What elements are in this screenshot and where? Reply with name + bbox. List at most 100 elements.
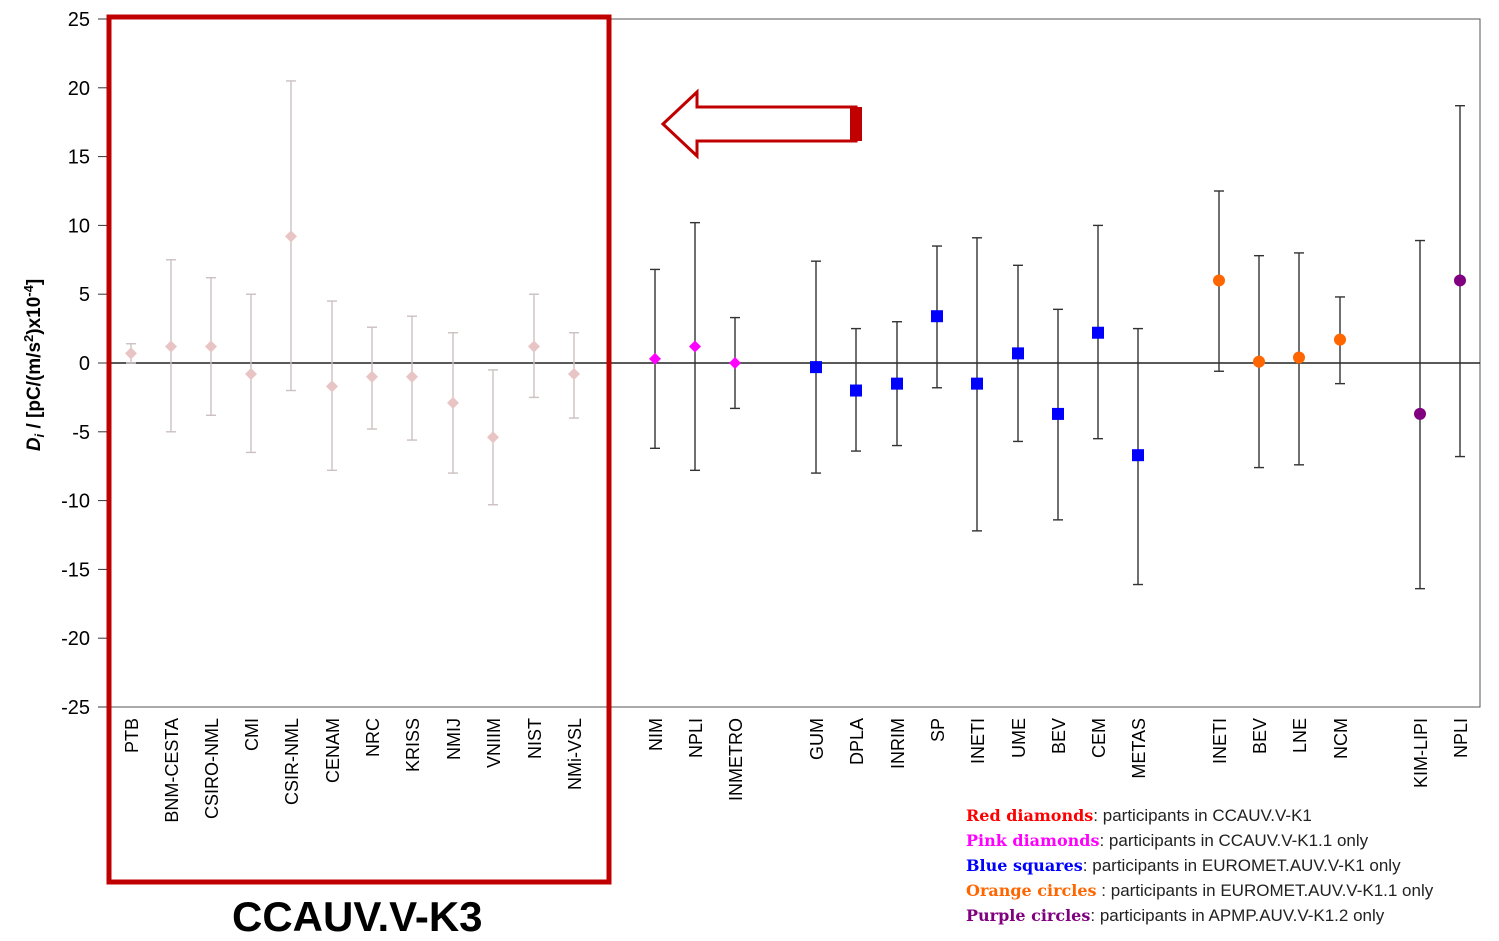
legend-sep: :: [1093, 806, 1103, 825]
y-tick-label: 10: [68, 215, 90, 237]
x-category-label: INETI: [1210, 718, 1230, 764]
legend-key: Purple circles: [966, 906, 1091, 925]
legend-sep: :: [1099, 831, 1109, 850]
y-tick-label: 0: [79, 353, 90, 375]
marker-diamond: [649, 352, 661, 365]
data-point: [1454, 104, 1466, 458]
marker-diamond: [165, 340, 177, 353]
data-points: [125, 80, 1466, 590]
legend-key: Red diamonds: [966, 806, 1094, 825]
legend-text: participants in EUROMET.AUV.V-K1 only: [1092, 856, 1401, 875]
y-tick-label: 25: [68, 9, 90, 31]
x-category-label: DPLA: [847, 718, 867, 765]
marker-circle: [1213, 274, 1225, 287]
category-labels: PTB BNM-CESTA CSIRO-NML CMI CSIR-NML CENAM NRC…: [122, 718, 1471, 823]
data-point: [125, 343, 137, 364]
x-category-label: INETI: [968, 718, 988, 764]
x-category-label: CENAM: [323, 718, 343, 783]
legend-text: participants in EUROMET.AUV.V-K1.1 only: [1110, 881, 1434, 900]
marker-square: [1092, 326, 1104, 339]
legend-key: Pink diamonds: [966, 831, 1100, 850]
legend: Red diamonds: participants in CCAUV.V-K1…: [966, 803, 1433, 928]
marker-diamond: [285, 230, 297, 243]
data-point: [1092, 224, 1104, 440]
data-point: [326, 300, 338, 472]
x-category-label: NCM: [1331, 718, 1351, 759]
y-label-end: ]: [24, 279, 45, 285]
legend-key: Blue squares: [966, 856, 1083, 875]
x-category-label: NPLI: [1451, 718, 1471, 758]
marker-diamond: [366, 370, 378, 383]
legend-text: participants in CCAUV.V-K1.1 only: [1108, 831, 1369, 850]
marker-diamond: [447, 396, 459, 409]
legend-item-purple: Purple circles: participants in APMP.AUV…: [966, 903, 1433, 928]
legend-sep: :: [1096, 881, 1111, 900]
marker-diamond: [245, 368, 257, 381]
data-point: [1132, 327, 1144, 586]
data-point: [568, 332, 580, 419]
data-point: [487, 369, 499, 506]
marker-square: [931, 310, 943, 323]
x-category-label: KIM-LIPI: [1411, 718, 1431, 788]
legend-item-blue: Blue squares: participants in EUROMET.AU…: [966, 853, 1433, 878]
marker-diamond: [689, 340, 701, 353]
data-point: [205, 276, 217, 416]
data-point: [649, 268, 661, 450]
y-label-symbol: D: [24, 437, 45, 451]
y-tick-label: 20: [68, 78, 90, 100]
marker-circle: [1293, 351, 1305, 364]
y-label-unit: / [pC/(m/s: [24, 342, 45, 434]
x-category-label: BNM-CESTA: [162, 718, 182, 823]
marker-diamond: [205, 340, 217, 353]
x-category-label: VNIIM: [484, 718, 504, 768]
x-category-label: INRIM: [888, 718, 908, 769]
x-category-label: CSIR-NML: [282, 718, 302, 805]
marker-square: [810, 361, 822, 374]
marker-circle: [1414, 407, 1426, 420]
data-point: [447, 332, 459, 474]
legend-item-orange: Orange circles : participants in EUROMET…: [966, 878, 1433, 903]
data-point: [406, 315, 418, 441]
marker-square: [891, 377, 903, 390]
y-tick-label: 15: [68, 147, 90, 169]
x-category-label: CMI: [242, 718, 262, 751]
legend-text: participants in CCAUV.V-K1: [1102, 806, 1312, 825]
data-point: [1052, 308, 1064, 521]
marker-diamond: [729, 357, 741, 369]
x-category-label: NMIJ: [444, 718, 464, 760]
marker-diamond: [125, 347, 137, 360]
highlight-overlay: [106, 14, 862, 885]
data-point: [528, 293, 540, 399]
marker-square: [850, 384, 862, 397]
data-point: [1414, 239, 1426, 590]
marker-square: [1132, 449, 1144, 462]
data-point: [366, 326, 378, 430]
y-tick-label: -5: [72, 422, 90, 444]
marker-diamond: [528, 340, 540, 353]
y-tick-label: -25: [61, 697, 90, 719]
y-label-sup2: -4: [21, 284, 36, 296]
x-category-label: KRISS: [403, 718, 423, 772]
x-category-label: METAS: [1129, 718, 1149, 779]
marker-diamond: [568, 368, 580, 381]
y-tick-label: -15: [61, 559, 90, 581]
x-category-label: CEM: [1089, 718, 1109, 758]
marker-circle: [1454, 274, 1466, 287]
legend-key: Orange circles: [966, 881, 1097, 900]
legend-item-red: Red diamonds: participants in CCAUV.V-K1: [966, 803, 1433, 828]
y-label-subscript: i: [32, 433, 47, 437]
y-tick-label: -10: [61, 491, 90, 513]
x-category-label: NRC: [363, 718, 383, 757]
x-category-label: NIM: [646, 718, 666, 751]
x-category-label: PTB: [122, 718, 142, 753]
data-point: [1253, 254, 1265, 469]
highlight-border: [106, 14, 612, 885]
x-category-label: NIST: [525, 718, 545, 759]
data-point: [1334, 296, 1346, 385]
x-category-label: BEV: [1250, 718, 1270, 754]
data-point: [245, 293, 257, 454]
marker-circle: [1253, 355, 1265, 368]
data-point: [1293, 252, 1305, 466]
data-point: [1213, 190, 1225, 372]
